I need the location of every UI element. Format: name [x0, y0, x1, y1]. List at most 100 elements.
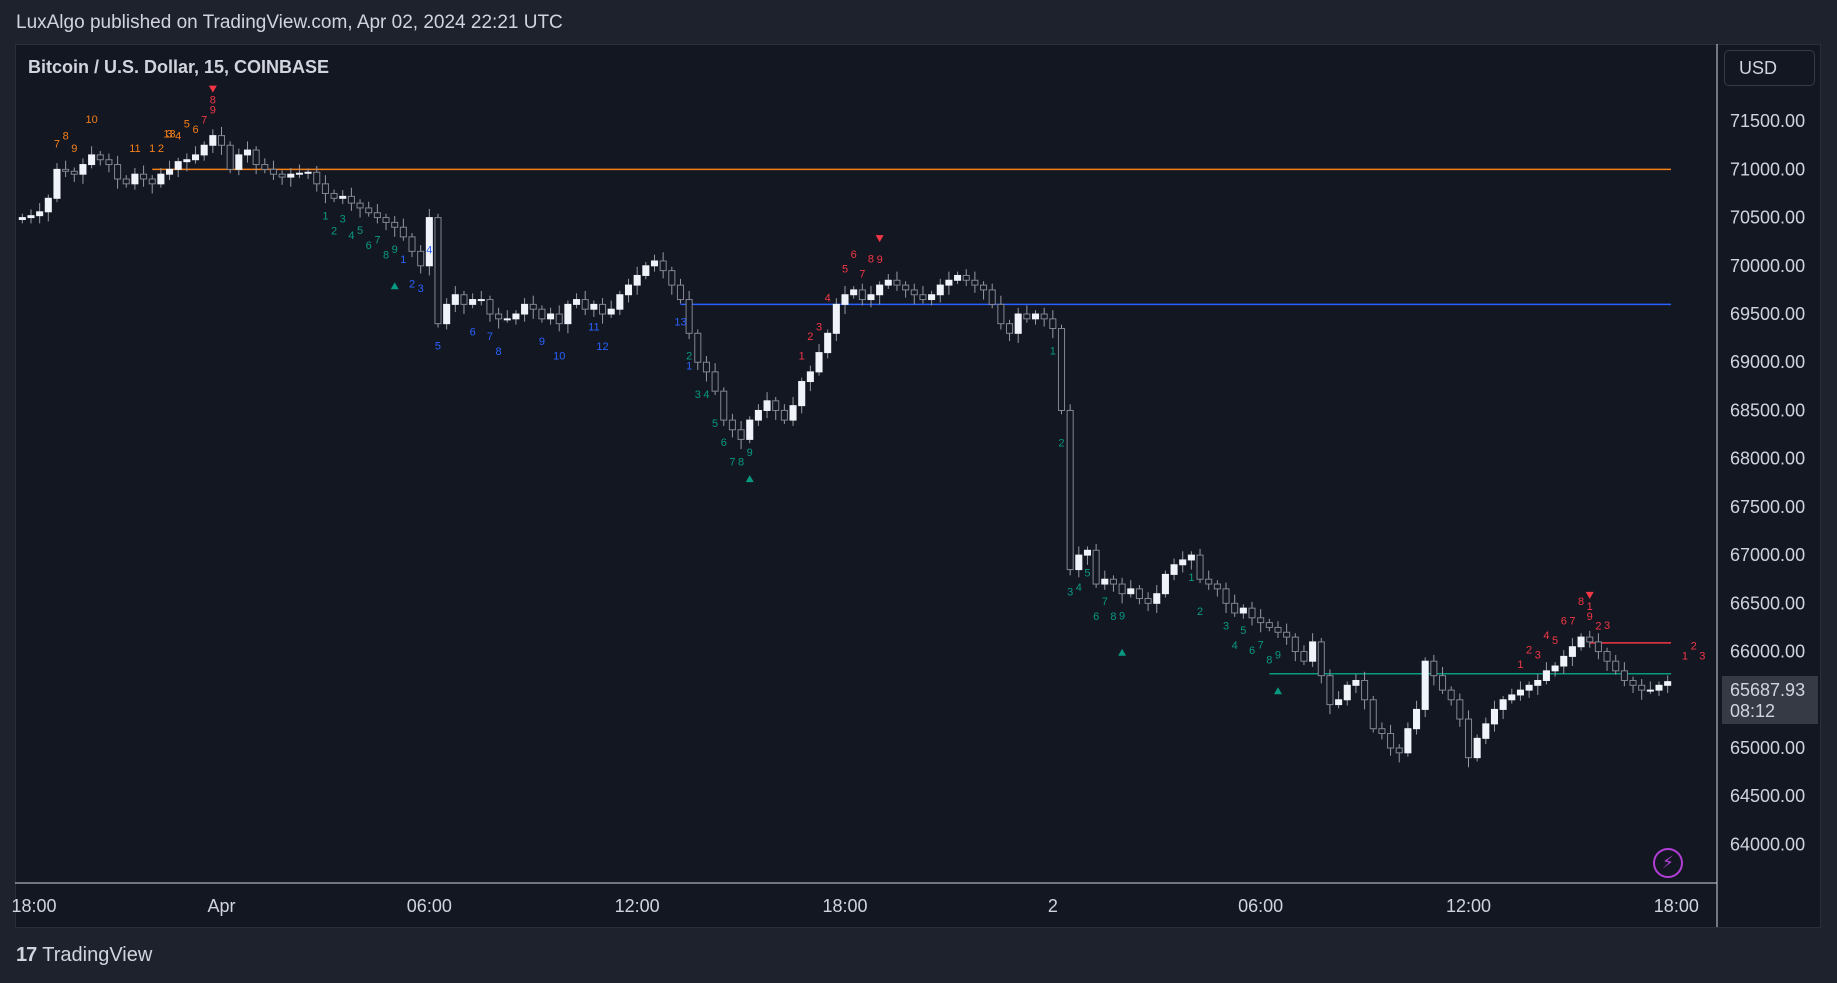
time-tick-label: 18:00	[822, 896, 867, 916]
candle-body	[131, 173, 139, 185]
sequence-label: 2	[1595, 621, 1601, 633]
candle-body	[1231, 602, 1239, 614]
candle-body	[114, 164, 122, 180]
sell-arrow	[875, 235, 884, 243]
candle-body	[295, 172, 303, 175]
sequence-label: 1	[1050, 345, 1056, 357]
candle-body	[70, 170, 78, 175]
candle-body	[339, 195, 347, 199]
candle-body	[503, 318, 511, 321]
candle-body	[399, 226, 407, 238]
tradingview-logo-icon: 17	[16, 944, 37, 966]
tradingview-brand[interactable]: 17 TradingView	[16, 944, 152, 967]
sequence-label: 4	[1232, 640, 1238, 652]
sequence-label: 6	[851, 249, 857, 261]
buy-arrow	[390, 282, 399, 290]
candle-body	[451, 294, 459, 305]
candle-body	[365, 207, 373, 214]
buy-arrow	[1273, 687, 1282, 695]
candle-body	[209, 135, 217, 146]
candle-body	[313, 171, 321, 185]
sequence-label: 3	[166, 128, 172, 140]
sequence-label: 13	[674, 317, 686, 329]
candle-body	[581, 299, 589, 310]
sequence-label: 6	[1093, 611, 1099, 623]
candle-body	[1170, 564, 1178, 575]
sequence-label: 3	[1699, 651, 1705, 663]
candle-body	[1127, 588, 1135, 595]
candle-body	[850, 289, 858, 296]
currency-button[interactable]: USD	[1724, 50, 1815, 86]
candle-body	[1014, 313, 1022, 334]
candle-body	[564, 303, 572, 325]
sequence-label: 4	[426, 245, 432, 257]
sequence-label: 3	[1223, 620, 1229, 632]
time-tick-label: 2	[1048, 896, 1058, 916]
price-axis[interactable]: 71500.00 71000.00 70500.00 70000.00 69500.00…	[1730, 111, 1805, 854]
candle-body	[36, 211, 44, 217]
sequence-label: 5	[435, 341, 441, 353]
sequence-label: 1	[1587, 601, 1593, 613]
candle-body	[1447, 689, 1455, 701]
candle-body	[763, 400, 771, 411]
candle-body	[1161, 573, 1169, 595]
chart-pane[interactable]	[15, 44, 1821, 928]
candle-body	[1343, 684, 1351, 701]
candle-body	[1023, 313, 1031, 320]
price-tick-label: 71500.00	[1730, 111, 1805, 131]
candle-body	[1317, 641, 1325, 677]
candle-body	[1101, 578, 1109, 585]
candle-body	[893, 279, 901, 286]
sequence-label: 6	[1249, 645, 1255, 657]
candle-body	[486, 299, 494, 315]
price-tick-label: 70500.00	[1730, 208, 1805, 228]
sequence-label: 1	[322, 210, 328, 222]
candle-body	[1577, 636, 1585, 648]
sequence-label: 4	[175, 131, 181, 143]
sequence-label: 3	[1067, 587, 1073, 599]
candle-body	[1594, 641, 1602, 653]
candle-body	[226, 144, 234, 170]
candle-body	[1239, 607, 1247, 614]
price-tick-label: 69000.00	[1730, 352, 1805, 372]
candle-body	[417, 250, 425, 267]
candle-body	[1404, 728, 1412, 754]
flash-icon[interactable]: ⚡	[1653, 848, 1683, 878]
candle-body	[1629, 679, 1637, 686]
sequence-label: 7	[1569, 616, 1575, 628]
time-axis[interactable]: 18:00 Apr 06:00 12:00 18:00 2 06:00 12:00 18:00	[11, 896, 1698, 916]
candle-body	[1646, 689, 1654, 692]
symbol-title[interactable]: Bitcoin / U.S. Dollar, 15, COINBASE	[28, 57, 330, 77]
candle-body	[96, 154, 104, 161]
candle-body	[1387, 733, 1395, 749]
candle-body	[936, 284, 944, 296]
candle-body	[1352, 679, 1360, 686]
candle-body	[1257, 617, 1265, 624]
candle-body	[1534, 679, 1542, 686]
candle-body	[1283, 631, 1291, 638]
candle-body	[1309, 641, 1317, 662]
candle-body	[538, 308, 546, 320]
candle-body	[1464, 718, 1473, 759]
sequence-label: 2	[158, 143, 164, 155]
candle-body	[174, 161, 182, 170]
sequence-label: 10	[553, 351, 565, 363]
sequence-label: 11	[588, 321, 599, 333]
sequence-label: 3	[1604, 620, 1610, 632]
sequence-label: 8	[738, 456, 744, 468]
sequence-label: 9	[747, 447, 753, 459]
candle-body	[650, 260, 659, 267]
candle-body	[529, 303, 537, 310]
last-price-badge: 65687.93 08:12	[1722, 676, 1818, 724]
sequence-label: 8	[1578, 596, 1584, 608]
candle-body	[1265, 622, 1273, 628]
candle-body	[105, 159, 113, 166]
bar-countdown: 08:12	[1730, 701, 1776, 721]
candle-body	[806, 371, 814, 383]
sequence-label: 7	[201, 114, 207, 126]
price-tick-label: 69500.00	[1730, 304, 1805, 324]
candle-body	[477, 299, 485, 302]
sequence-label: 5	[1552, 635, 1558, 647]
sequence-label: 9	[1587, 611, 1593, 623]
